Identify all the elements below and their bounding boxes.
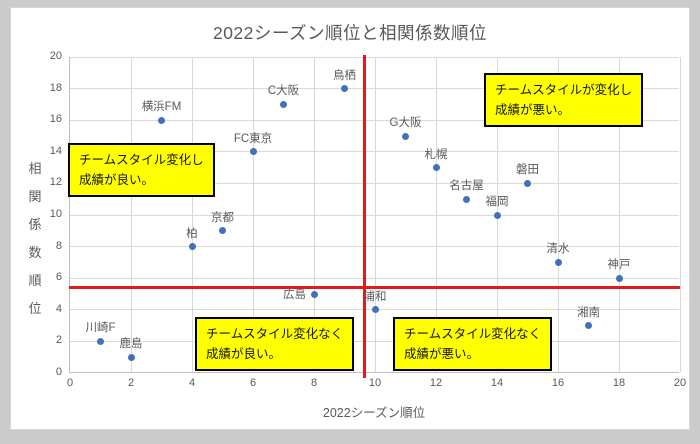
y-axis-title-char: 関 — [28, 189, 42, 204]
data-point-label: 浦和 — [363, 290, 387, 303]
y-axis-title-char: 相 — [28, 161, 42, 176]
chart-card[interactable]: 2022シーズン順位と相関係数順位 相関係数順位 0 2 4 6 8 10 12 14 16 18… — [10, 7, 690, 430]
data-point[interactable] — [219, 227, 226, 235]
annotation-line: チームスタイル変化なく — [206, 327, 344, 341]
data-point[interactable] — [432, 164, 440, 172]
data-point-label: 川崎F — [85, 322, 116, 335]
annotation-line: チームスタイル変化なく — [404, 327, 542, 341]
x-tick-label: 6 — [249, 377, 257, 389]
gridline-horizontal — [70, 277, 679, 279]
data-point[interactable] — [188, 243, 196, 251]
reference-line-horizontal — [69, 286, 680, 290]
data-point-label: 京都 — [211, 211, 234, 224]
y-tick-label: 0 — [55, 366, 62, 378]
data-point-label: 福岡 — [485, 196, 509, 208]
data-point[interactable] — [97, 337, 104, 345]
x-tick-label: 12 — [429, 377, 443, 389]
data-point-label: C大阪 — [267, 85, 300, 98]
data-point[interactable] — [463, 195, 470, 203]
data-point-label: 磐田 — [516, 164, 539, 177]
y-tick-label: 14 — [49, 144, 62, 157]
annotation-box-upper-left[interactable]: チームスタイル変化し 成績が良い。 — [68, 143, 215, 197]
data-point[interactable] — [554, 258, 562, 266]
gridline-vertical — [679, 57, 681, 372]
data-point[interactable] — [493, 211, 501, 219]
data-point[interactable] — [310, 290, 318, 298]
y-tick-label: 16 — [49, 113, 62, 126]
x-tick-label: 14 — [490, 377, 504, 389]
gridline-horizontal — [70, 119, 679, 121]
x-tick-label: 18 — [612, 377, 626, 389]
x-axis-title: 2022シーズン順位 — [322, 406, 426, 420]
annotation-line: 成績が良い。 — [206, 347, 282, 361]
annotation-line: チームスタイルが変化し — [495, 83, 633, 97]
gridline-horizontal — [70, 56, 679, 58]
y-tick-label: 8 — [55, 239, 62, 252]
data-point[interactable] — [158, 116, 165, 124]
data-point[interactable] — [280, 100, 287, 108]
y-tick-label: 6 — [55, 271, 62, 284]
data-point[interactable] — [402, 132, 409, 140]
data-point[interactable] — [341, 85, 348, 93]
x-tick-label: 0 — [66, 377, 74, 389]
x-tick-label: 10 — [368, 377, 382, 389]
data-point-label: FC東京 — [233, 132, 273, 145]
annotation-box-lower-left[interactable]: チームスタイル変化なく 成績が良い。 — [195, 317, 355, 371]
gridline-horizontal — [70, 151, 679, 153]
y-axis-title-char: 位 — [28, 301, 42, 316]
y-tick-label: 18 — [49, 81, 62, 94]
y-axis-title-char: 数 — [28, 245, 42, 260]
x-tick-label: 20 — [673, 377, 687, 389]
data-point-label: 神戸 — [607, 259, 631, 272]
annotation-line: 成績が悪い。 — [404, 347, 480, 361]
gridline-horizontal — [70, 182, 679, 184]
data-point-label: 広島 — [283, 289, 306, 301]
x-tick-label: 4 — [188, 377, 196, 389]
data-point[interactable] — [615, 274, 623, 282]
y-axis-title-char: 順 — [28, 273, 42, 288]
x-tick-label: 8 — [310, 377, 318, 389]
data-point-label: 横浜FM — [141, 101, 182, 114]
y-tick-label: 12 — [49, 176, 62, 189]
data-point[interactable] — [524, 179, 531, 187]
data-point[interactable] — [127, 353, 135, 361]
annotation-line: 成績が良い。 — [79, 173, 155, 187]
x-tick-label: 16 — [551, 377, 565, 389]
data-point[interactable] — [371, 306, 379, 314]
gridline-horizontal — [70, 88, 679, 90]
x-tick-label: 2 — [127, 377, 135, 389]
y-tick-label: 20 — [49, 50, 62, 62]
data-point-label: 名古屋 — [449, 180, 484, 193]
data-point-label: 清水 — [546, 243, 570, 256]
data-point-label: 札幌 — [424, 148, 448, 161]
data-point[interactable] — [585, 322, 592, 330]
y-tick-label: 4 — [55, 302, 62, 315]
annotation-line: チームスタイル変化し — [79, 153, 204, 167]
annotation-box-lower-right[interactable]: チームスタイル変化なく 成績が悪い。 — [393, 317, 553, 371]
data-point-label: 湘南 — [577, 306, 600, 319]
data-point-label: 柏 — [186, 227, 198, 240]
chart-title: 2022シーズン順位と相関係数順位 — [212, 23, 488, 43]
data-point[interactable] — [249, 148, 257, 156]
y-axis-title: 相関係数順位 — [25, 158, 45, 317]
plot-area: 0 2 4 6 8 10 12 14 16 18 20 0 2 4 6 8 10 12 14 16 18 20 横浜FM C大… — [50, 50, 686, 389]
y-tick-label: 10 — [49, 208, 62, 220]
gridline-horizontal — [70, 340, 679, 342]
gridline-horizontal — [70, 246, 679, 248]
annotation-box-upper-right[interactable]: チームスタイルが変化し 成績が悪い。 — [484, 73, 644, 127]
gridline-horizontal — [70, 214, 679, 216]
data-point-label: 鳥栖 — [333, 69, 356, 82]
y-axis-title-char: 係 — [28, 217, 42, 232]
data-point-label: G大阪 — [389, 117, 422, 129]
data-point-label: 鹿島 — [119, 338, 143, 351]
annotation-line: 成績が悪い。 — [495, 103, 571, 117]
y-tick-label: 2 — [55, 334, 62, 347]
reference-line-vertical — [362, 55, 366, 378]
